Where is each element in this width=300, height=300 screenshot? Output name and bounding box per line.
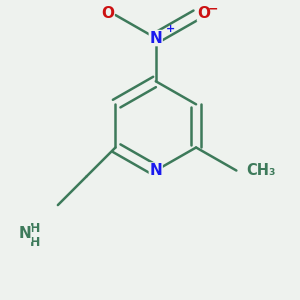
Text: −: − (208, 3, 218, 16)
Text: N: N (149, 163, 162, 178)
Text: +: + (166, 24, 175, 34)
Text: CH₃: CH₃ (247, 163, 276, 178)
Text: O: O (101, 6, 114, 21)
Text: N: N (149, 31, 162, 46)
Text: N: N (18, 226, 31, 242)
Text: H: H (30, 236, 40, 249)
Text: H: H (30, 222, 40, 235)
Text: O: O (197, 6, 211, 21)
